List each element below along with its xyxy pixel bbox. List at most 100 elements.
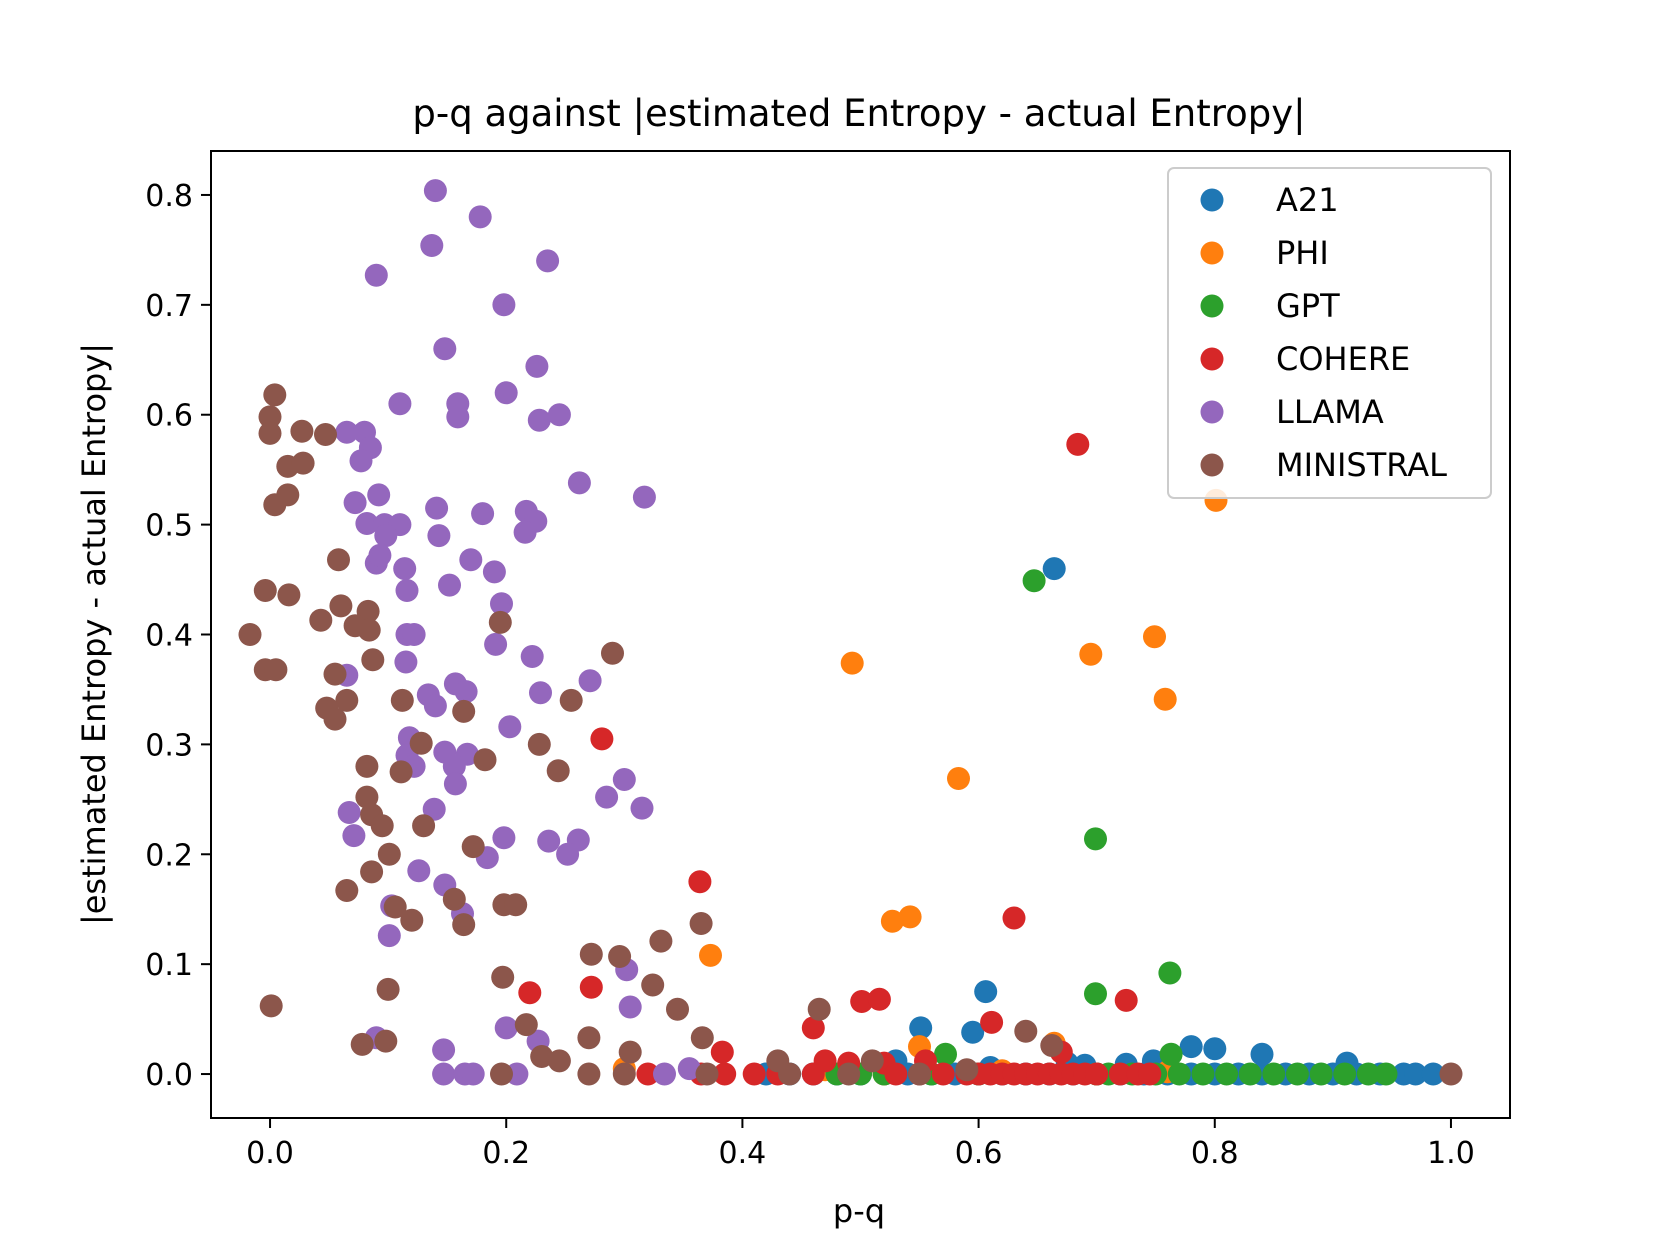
point-cohere-23: [931, 1062, 955, 1086]
point-ministral-43: [335, 879, 359, 902]
point-llama-63: [422, 797, 446, 821]
point-llama-81: [432, 1038, 456, 1062]
legend-label-ministral: MINISTRAL: [1276, 446, 1447, 484]
point-llama-26: [355, 512, 379, 535]
point-a21-32: [909, 1016, 933, 1040]
point-llama-41: [402, 623, 426, 646]
point-gpt-0: [1022, 569, 1046, 593]
point-ministral-35: [389, 760, 413, 784]
point-llama-23: [471, 502, 495, 526]
point-llama-78: [494, 1016, 518, 1040]
point-gpt-18: [1238, 1062, 1262, 1086]
point-phi-7: [880, 909, 904, 933]
point-ministral-49: [452, 913, 476, 937]
point-llama-65: [492, 826, 516, 850]
point-ministral-23: [323, 662, 347, 686]
point-ministral-47: [383, 895, 407, 919]
point-ministral-24: [335, 688, 359, 712]
y-tick-label: 0.6: [145, 399, 193, 434]
point-ministral-32: [473, 748, 497, 772]
point-ministral-39: [412, 814, 436, 838]
point-ministral-46: [504, 893, 528, 917]
point-ministral-69: [547, 1049, 571, 1073]
point-ministral-11: [277, 583, 301, 607]
point-llama-11: [446, 405, 470, 429]
point-ministral-73: [490, 1062, 513, 1086]
point-gpt-5: [1159, 1042, 1183, 1066]
point-ministral-58: [807, 997, 831, 1021]
point-llama-7: [525, 354, 549, 378]
point-ministral-27: [390, 688, 414, 712]
x-tick-label: 1.0: [1427, 1136, 1475, 1171]
point-llama-4: [364, 263, 388, 287]
legend-marker-ministral: [1200, 453, 1224, 477]
point-phi-5: [947, 767, 970, 790]
point-cohere-5: [579, 975, 603, 999]
point-cohere-3: [1002, 906, 1026, 930]
point-llama-61: [595, 785, 619, 809]
point-cohere-8: [1114, 988, 1138, 1012]
point-ministral-4: [314, 423, 337, 446]
point-cohere-36: [1108, 1062, 1132, 1086]
y-axis-ticks: 0.0 0.1 0.2 0.3 0.4 0.5 0.6 0.7 0.8: [145, 179, 211, 1093]
point-llama-82: [432, 1062, 456, 1086]
point-phi-8: [699, 943, 722, 967]
point-cohere-4: [518, 981, 542, 1005]
point-llama-14: [335, 420, 359, 444]
point-llama-6: [433, 337, 457, 361]
point-a21-31: [974, 980, 998, 1004]
point-ministral-41: [377, 842, 401, 866]
point-ministral-40: [461, 835, 485, 859]
point-ministral-20: [601, 641, 624, 665]
point-ministral-33: [355, 754, 379, 778]
point-llama-31: [513, 520, 537, 544]
point-llama-52: [498, 715, 522, 739]
y-tick-label: 0.0: [145, 1058, 193, 1093]
point-phi-6: [898, 905, 922, 929]
point-ministral-31: [527, 732, 551, 756]
legend: A21 PHI GPT COHERE LLAMA MINISTRAL: [1167, 167, 1492, 499]
point-llama-5: [492, 293, 516, 317]
point-llama-18: [567, 471, 591, 495]
point-ministral-6: [291, 451, 315, 475]
chart-title: p-q against |estimated Entropy - actual …: [412, 92, 1305, 135]
point-ministral-54: [491, 965, 515, 989]
point-ministral-76: [695, 1062, 719, 1086]
point-ministral-14: [309, 608, 333, 632]
point-llama-39: [490, 592, 513, 616]
point-ministral-71: [860, 1049, 884, 1073]
y-tick-label: 0.8: [145, 179, 193, 214]
point-ministral-36: [355, 785, 379, 809]
y-axis-label: |estimated Entropy - actual Entropy|: [75, 343, 113, 925]
legend-label-phi: PHI: [1276, 234, 1329, 272]
point-gpt-19: [1262, 1062, 1286, 1086]
point-ministral-55: [641, 973, 665, 997]
point-gpt-22: [1333, 1062, 1357, 1086]
point-llama-69: [556, 842, 580, 866]
point-ministral-80: [1439, 1062, 1463, 1086]
point-cohere-0: [1066, 432, 1090, 456]
point-ministral-59: [666, 997, 689, 1021]
point-a21-30: [1042, 557, 1066, 581]
point-llama-20: [367, 483, 391, 507]
point-ministral-61: [577, 1026, 601, 1050]
point-cohere-21: [884, 1062, 908, 1086]
series-cohere: [518, 432, 1162, 1086]
point-llama-13: [547, 403, 571, 427]
point-gpt-21: [1309, 1062, 1333, 1086]
point-gpt-15: [1167, 1062, 1191, 1086]
point-llama-19: [632, 485, 656, 509]
point-gpt-3: [1084, 982, 1107, 1006]
point-ministral-56: [376, 977, 400, 1001]
point-ministral-3: [290, 419, 314, 443]
point-llama-8: [494, 381, 518, 405]
point-llama-75: [377, 924, 401, 948]
point-ministral-77: [778, 1062, 802, 1086]
point-ministral-63: [1014, 1019, 1038, 1043]
point-ministral-57: [259, 994, 283, 1018]
point-llama-46: [578, 669, 602, 693]
x-tick-label: 0.0: [246, 1136, 294, 1171]
point-gpt-1: [1084, 827, 1107, 851]
point-ministral-10: [253, 579, 277, 602]
